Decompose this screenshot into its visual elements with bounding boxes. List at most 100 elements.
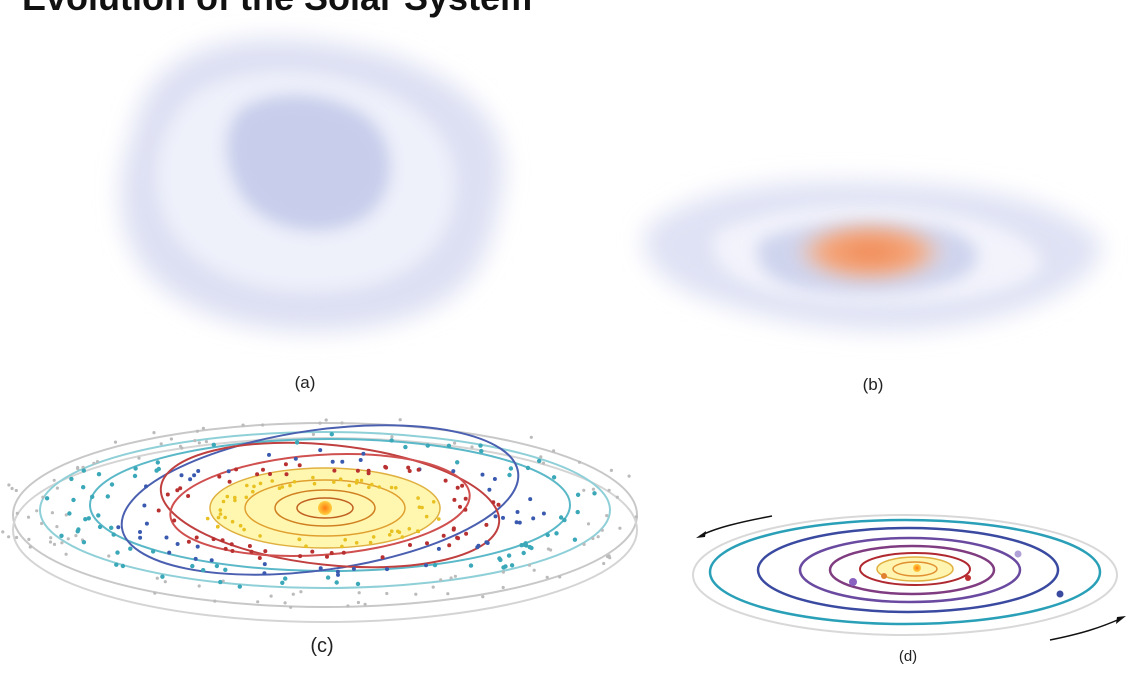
planetesimal [221, 538, 225, 542]
planetesimal [289, 606, 292, 609]
planetesimal [217, 475, 221, 479]
planetesimal [234, 467, 238, 471]
planetesimal [154, 468, 158, 472]
planetesimal [381, 555, 385, 559]
planetesimal [96, 460, 99, 463]
planetesimal [531, 516, 535, 520]
planetesimal [444, 479, 448, 483]
planetesimal [610, 469, 613, 472]
planetesimal [29, 545, 32, 548]
planetesimal [463, 508, 467, 512]
planetesimal [228, 480, 232, 484]
planetesimal [49, 536, 52, 539]
planetesimal [487, 488, 491, 492]
planetesimal [304, 544, 308, 548]
planetesimal [340, 421, 343, 424]
planetesimal [602, 562, 605, 565]
planetesimal [263, 562, 267, 566]
planetesimal [258, 534, 262, 538]
planetesimal [180, 473, 184, 477]
planetesimal [175, 488, 179, 492]
planetesimal [248, 544, 252, 548]
planetesimal [116, 525, 120, 529]
planetesimal [82, 540, 86, 544]
planetesimal [219, 512, 223, 516]
collapsing-disk [644, 181, 1101, 331]
planetesimal [484, 523, 488, 527]
planetesimal [293, 480, 297, 484]
planetesimal [245, 496, 249, 500]
planetesimal [330, 432, 334, 436]
planetesimal [215, 564, 219, 568]
planetesimal [390, 438, 394, 442]
planetesimal [160, 442, 163, 445]
planetesimal [172, 519, 176, 523]
planetesimal [460, 484, 464, 488]
planetesimal [451, 469, 455, 473]
planetesimal [390, 529, 394, 533]
planetesimal [401, 535, 405, 539]
planetesimal [616, 496, 619, 499]
planetesimal [507, 473, 511, 477]
planetesimal [447, 543, 451, 547]
planetesimal [231, 549, 235, 553]
planetesimal [205, 440, 208, 443]
planetesimal [231, 520, 235, 524]
planetesimal [192, 473, 196, 477]
planetesimal [156, 460, 160, 464]
planetesimal [278, 486, 282, 490]
planetesimal [292, 593, 295, 596]
planetesimal [90, 495, 94, 499]
planetesimal [245, 484, 249, 488]
planetesimal [559, 515, 563, 519]
planetesimal [433, 563, 437, 567]
planetesimal [491, 500, 495, 504]
planetesimal [352, 567, 356, 571]
planetesimal [456, 486, 460, 490]
planetesimal [210, 558, 214, 562]
planetesimal [186, 494, 190, 498]
planetesimal [67, 511, 71, 515]
planetesimal [452, 526, 456, 530]
planetesimal [355, 481, 359, 485]
planetesimal [198, 441, 201, 444]
planetesimal [190, 564, 194, 568]
panel-label: (b) [863, 375, 884, 394]
planetesimal [406, 466, 410, 470]
planetesimal [502, 586, 505, 589]
planetesimal [115, 550, 119, 554]
planetesimal [335, 580, 339, 584]
planetesimal [201, 568, 205, 572]
planetesimal [74, 534, 77, 537]
planetesimal [591, 537, 594, 540]
planetesimal [76, 527, 80, 531]
planetesimal [67, 537, 70, 540]
planetesimal [455, 460, 459, 464]
planetesimal [516, 510, 520, 514]
planetesimal [76, 466, 79, 469]
planetesimal [493, 477, 497, 481]
planetesimal [188, 477, 192, 481]
planetesimal [259, 482, 263, 486]
planetesimal [388, 533, 392, 537]
planetesimal [367, 471, 371, 475]
planetesimal [187, 540, 191, 544]
planetesimal [82, 466, 85, 469]
planetesimal [326, 575, 330, 579]
planetesimal [542, 512, 546, 516]
planetesimal [45, 496, 49, 500]
planetesimal [51, 511, 54, 514]
planetesimal [426, 443, 430, 447]
planetesimal [60, 541, 63, 544]
planetesimal [195, 536, 199, 540]
planetesimal [202, 427, 205, 430]
planetesimal [284, 601, 287, 604]
planetesimal [59, 534, 63, 538]
planetesimal [55, 525, 58, 528]
planetesimal [137, 457, 140, 460]
planetesimal [497, 503, 501, 507]
planetesimal [385, 592, 388, 595]
planetesimal [166, 493, 170, 497]
planetesimal [193, 439, 196, 442]
planetesimal [377, 485, 381, 489]
